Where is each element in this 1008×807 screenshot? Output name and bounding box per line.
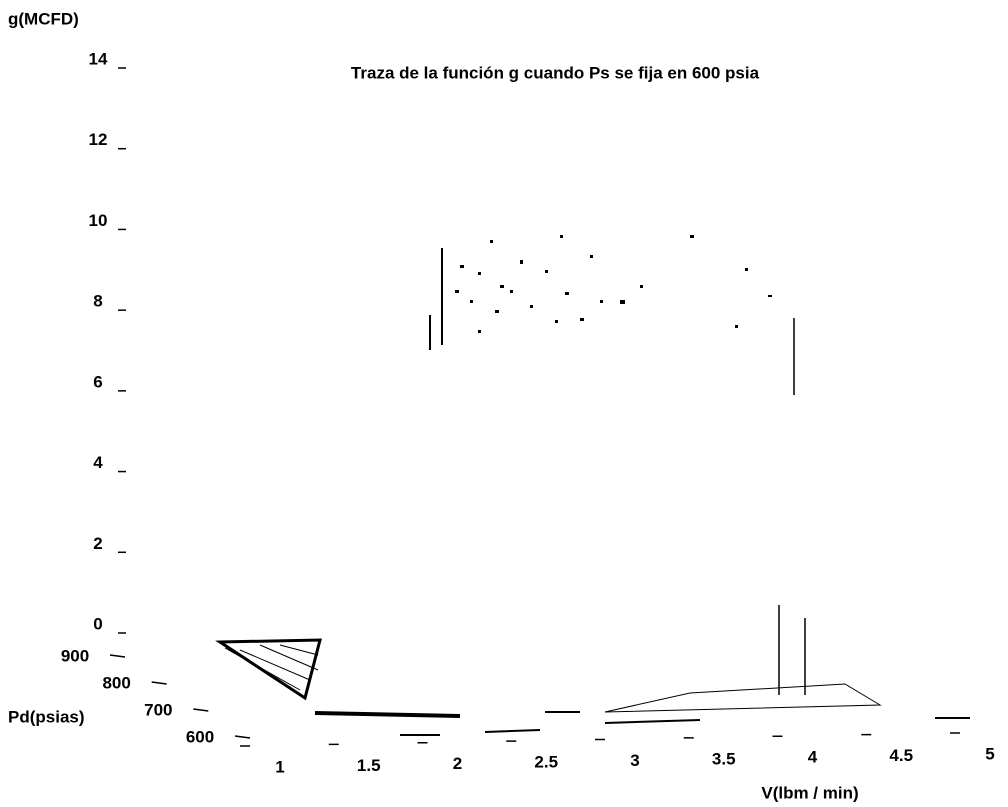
x-tick-label: 2.5	[534, 753, 558, 772]
surface-fragment	[215, 638, 322, 701]
surface-trace	[215, 235, 970, 736]
z-tick-label: 6	[93, 372, 102, 391]
surface-fragment	[778, 318, 806, 695]
surface-fragment	[400, 711, 970, 736]
x-tick-label: 1	[275, 757, 284, 776]
z-tick-label: 0	[93, 614, 102, 633]
y-tick-label: 900	[61, 646, 89, 665]
y-tick-label: 800	[102, 673, 130, 692]
surface-hatch	[224, 644, 319, 691]
z-tick-label: 10	[89, 211, 108, 230]
y-axis-label: Pd(psias)	[8, 707, 85, 726]
surface-fragment	[429, 248, 443, 350]
x-tick-label: 3.5	[712, 749, 736, 768]
y-tick-label: 700	[144, 700, 172, 719]
x-tick-label: 4	[808, 748, 818, 767]
y-tick-mark	[234, 735, 251, 739]
y-tick-mark	[151, 681, 167, 685]
z-tick-label: 8	[93, 292, 102, 311]
x-tick-label: 2	[453, 754, 462, 773]
z-tick-label: 12	[89, 130, 108, 149]
x-tick-label: 5	[985, 744, 994, 763]
y-tick-mark	[109, 654, 126, 658]
surface-fragment	[604, 683, 882, 713]
x-tick-label: 4.5	[889, 746, 913, 765]
z-tick-label: 4	[93, 453, 103, 472]
z-axis-label: g(MCFD)	[8, 9, 79, 28]
surface-fragment	[314, 711, 461, 718]
y-tick-mark	[193, 708, 209, 712]
x-axis-label: V(lbm / min)	[761, 783, 858, 802]
x-tick-label: 3	[630, 751, 639, 770]
x-tick-label: 1.5	[357, 756, 381, 775]
surface-points	[455, 235, 772, 333]
z-tick-label: 14	[89, 49, 108, 68]
chart-title: Traza de la función g cuando Ps se fija …	[351, 63, 760, 82]
z-tick-label: 2	[93, 534, 102, 553]
y-tick-label: 600	[186, 727, 214, 746]
